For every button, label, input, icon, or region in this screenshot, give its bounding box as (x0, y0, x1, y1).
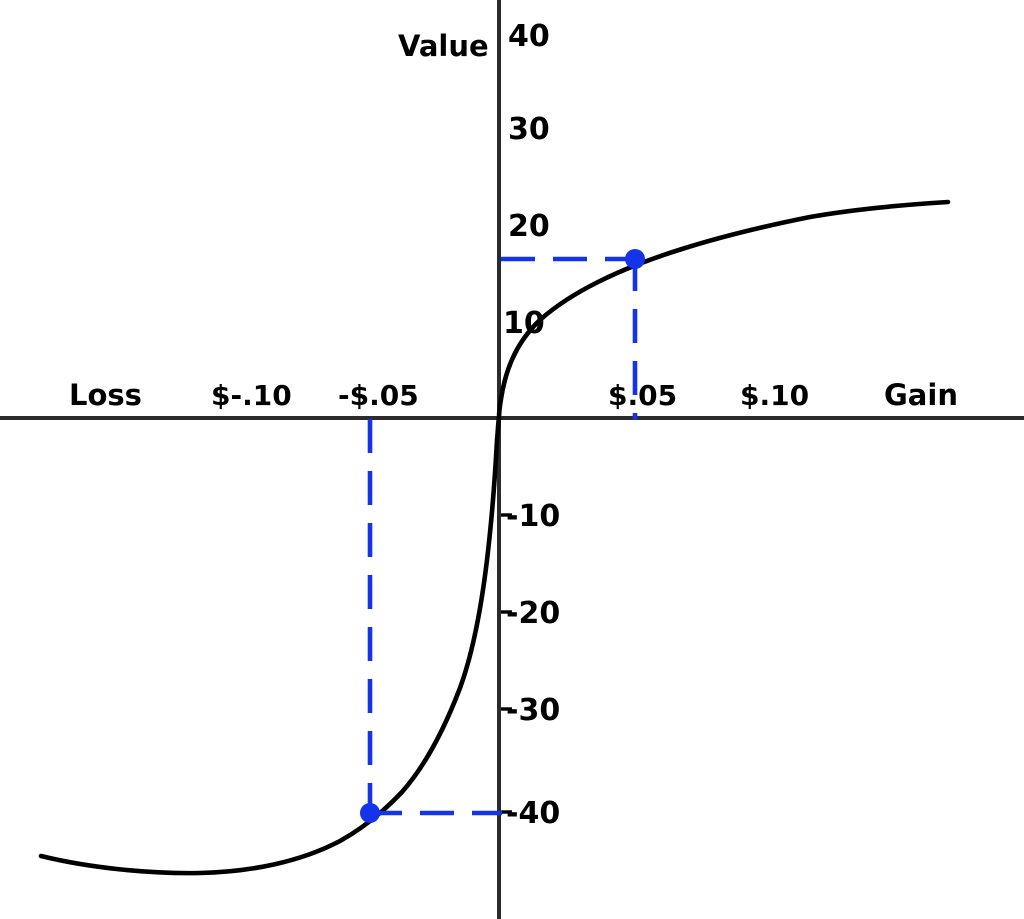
x-tick-label-pos005: $.05 (608, 379, 677, 412)
x-tick-label-pos010: $.10 (740, 379, 809, 412)
loss-point-marker[interactable] (360, 803, 380, 823)
y-tick-label-10: 10 (503, 306, 545, 341)
y-axis-title: Value (398, 29, 489, 63)
value-function-curve (38, 199, 951, 876)
y-tick-label-neg10: -10 (506, 499, 560, 534)
x-tick-label-neg010: $-.10 (211, 379, 292, 412)
y-tick-label-20: 20 (508, 209, 550, 244)
x-axis-title-loss: Loss (69, 378, 142, 412)
y-tick-label-neg30: -30 (506, 693, 560, 728)
y-tick-label-neg40: -40 (506, 796, 560, 831)
y-tick-label-neg20: -20 (506, 596, 560, 631)
gain-point-marker[interactable] (625, 249, 645, 269)
x-tick-label-neg005: -$.05 (338, 379, 419, 412)
x-axis-title-gain: Gain (884, 378, 958, 412)
y-tick-label-40: 40 (508, 19, 550, 54)
y-tick-label-30: 30 (508, 112, 550, 147)
